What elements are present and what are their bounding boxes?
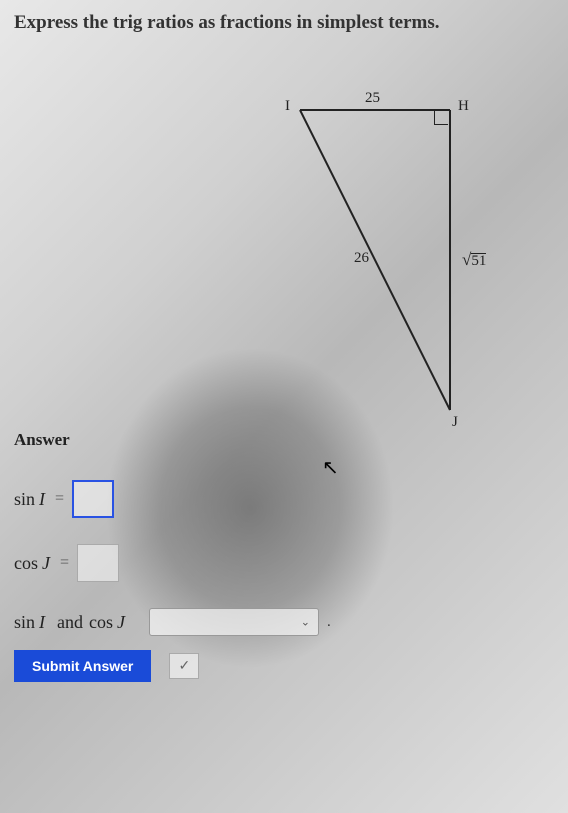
relation-select[interactable]: ⌄	[149, 608, 319, 636]
relation-row: sin I and cos J ⌄ .	[14, 608, 554, 636]
checkmark-indicator[interactable]: ✓	[169, 653, 199, 679]
side-hj-label: √51	[462, 250, 486, 270]
rel-and-label: and	[57, 612, 83, 633]
answer-heading: Answer	[14, 430, 554, 450]
equals-sign: =	[60, 554, 69, 572]
sin-i-input[interactable]	[72, 480, 114, 518]
side-ih-label: 25	[365, 90, 380, 107]
equals-sign: =	[55, 490, 64, 508]
chevron-down-icon: ⌄	[301, 616, 310, 629]
cos-func-label: cos	[14, 553, 38, 574]
cos-j-row: cos J =	[14, 544, 554, 582]
triangle-diagram: I H J 25 26 √51 ↖	[0, 40, 568, 420]
right-angle-marker	[434, 111, 448, 125]
submit-answer-button[interactable]: Submit Answer	[14, 650, 151, 682]
sin-var-label: I	[39, 489, 45, 510]
sin-i-row: sin I =	[14, 480, 554, 518]
vertex-h-label: H	[458, 98, 469, 115]
rel-i-label: I	[39, 612, 45, 633]
vertex-j-label: J	[452, 414, 458, 431]
vertex-i-label: I	[285, 98, 290, 115]
rel-sin-label: sin	[14, 612, 35, 633]
sin-func-label: sin	[14, 489, 35, 510]
cos-j-input[interactable]	[77, 544, 119, 582]
rel-j-label: J	[117, 612, 125, 633]
side-ij-label: 26	[354, 250, 369, 267]
mouse-cursor-icon: ↖	[322, 455, 339, 480]
cos-var-label: J	[42, 553, 50, 574]
rel-cos-label: cos	[89, 612, 113, 633]
question-text: Express the trig ratios as fractions in …	[0, 0, 568, 40]
period: .	[327, 614, 331, 631]
